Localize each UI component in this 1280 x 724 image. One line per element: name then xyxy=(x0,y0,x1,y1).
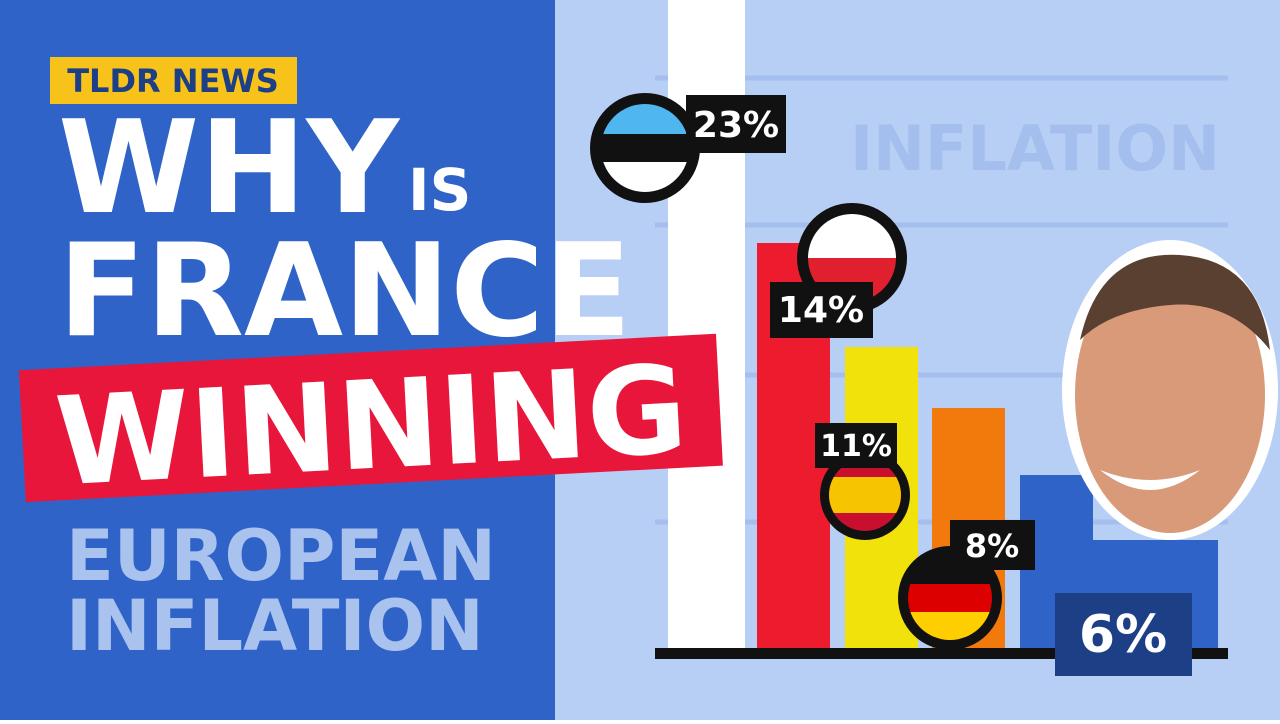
baseline xyxy=(655,648,1228,659)
banner: WINNING xyxy=(18,333,723,514)
value-label: 23% xyxy=(693,105,779,146)
label-box xyxy=(950,520,1035,570)
label-box xyxy=(686,95,786,153)
headline: WHY xyxy=(58,94,400,243)
value-label: 8% xyxy=(965,527,1019,565)
label-box xyxy=(815,423,897,468)
subtitle: INFLATION xyxy=(66,585,484,667)
subtitle: EUROPEAN xyxy=(66,515,496,597)
banner-text: WINNING xyxy=(52,339,690,514)
headline: FRANCE xyxy=(58,217,632,366)
flag-spain xyxy=(820,450,910,540)
label-box xyxy=(770,282,873,338)
value-label: 14% xyxy=(778,290,864,331)
headline-small: IS xyxy=(408,156,471,224)
value-label: 6% xyxy=(1079,605,1167,665)
value-label: 11% xyxy=(820,429,892,464)
flag-germany xyxy=(898,546,1002,650)
brand: TLDR NEWS xyxy=(67,62,279,100)
brand-tag xyxy=(50,57,297,104)
label-box xyxy=(1055,593,1192,676)
face xyxy=(1062,240,1278,540)
watermark: INFLATION xyxy=(850,112,1220,185)
flag-estonia xyxy=(590,93,700,203)
